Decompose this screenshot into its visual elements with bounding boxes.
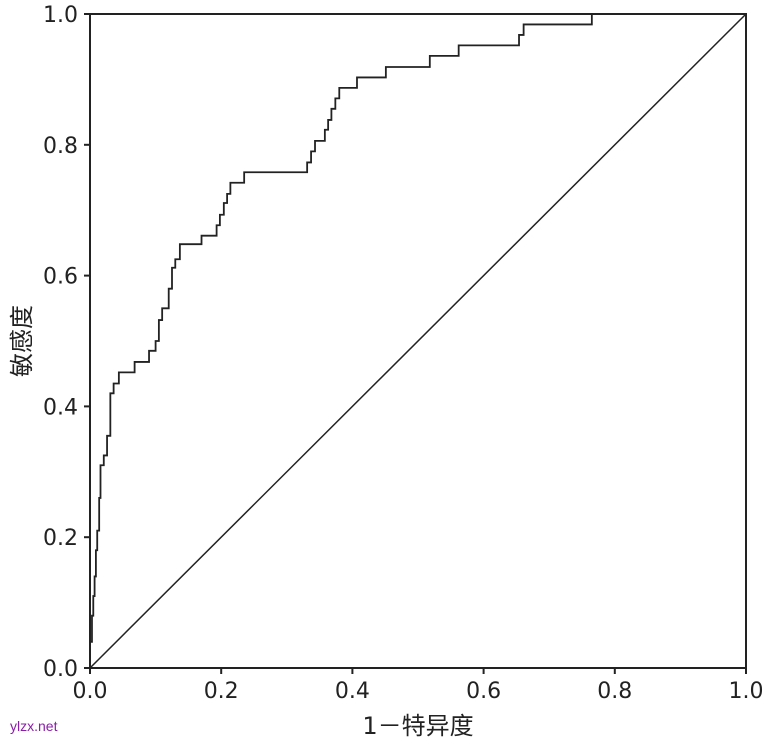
- y-axis-title: 敏感度: [8, 305, 36, 377]
- roc-curve-line: [89, 14, 593, 668]
- watermark-text: ylzx.net: [10, 718, 58, 734]
- y-tick-label: 0.8: [43, 134, 78, 159]
- reference-diagonal-group: [89, 13, 747, 669]
- x-tick-label: 0.0: [73, 679, 108, 704]
- x-axis-title: 1－特异度: [362, 712, 473, 740]
- x-tick-label: 0.2: [204, 679, 239, 704]
- x-tick-label: 0.8: [597, 679, 632, 704]
- y-tick-label: 0.2: [43, 526, 78, 551]
- reference-diagonal-line: [89, 13, 747, 669]
- x-tick-label: 0.4: [335, 679, 370, 704]
- plot-frame: [89, 13, 747, 669]
- x-axis-ticks: 0.0 0.2 0.4 0.6 0.8 1.0: [73, 668, 764, 704]
- roc-curve-group: [89, 14, 593, 668]
- y-tick-label: 1.0: [43, 3, 78, 28]
- y-tick-label: 0.4: [43, 395, 78, 420]
- y-tick-label: 0.6: [43, 265, 78, 290]
- y-axis-ticks: 0.0 0.2 0.4 0.6 0.8 1.0: [43, 3, 90, 682]
- x-tick-label: 1.0: [729, 679, 764, 704]
- y-tick-label: 0.0: [43, 657, 78, 682]
- x-tick-label: 0.6: [466, 679, 501, 704]
